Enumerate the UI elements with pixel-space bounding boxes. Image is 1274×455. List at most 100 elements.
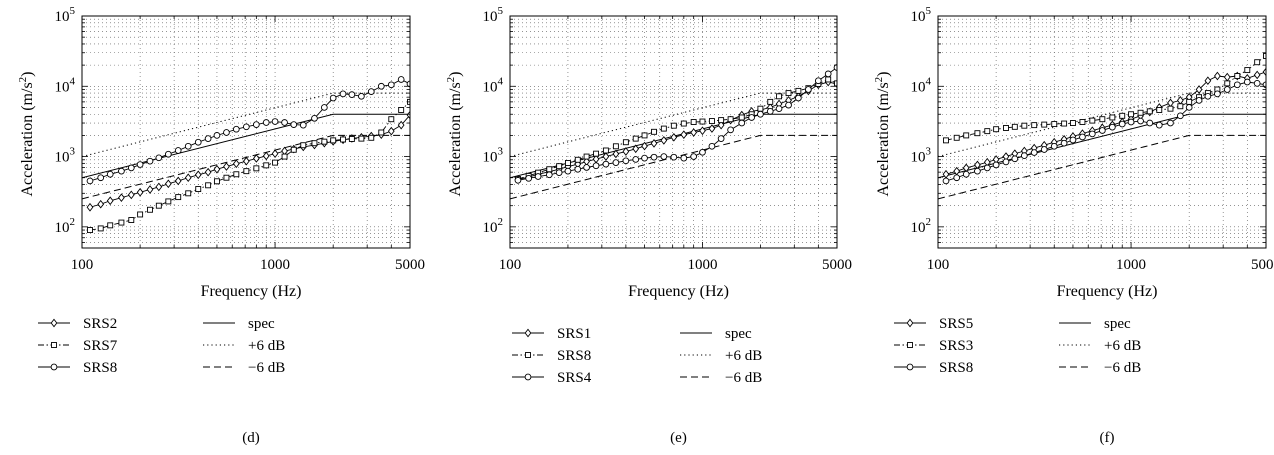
y-tick-base: 10 [911,220,926,236]
data-point [757,110,764,118]
plot-area [510,64,837,200]
y-axis-label: Acceleration (m/s2) [17,72,36,197]
y-tick-exp: 5 [70,5,76,17]
data-point [612,159,620,166]
legend-swatch-marker [524,373,532,381]
data-point [1167,119,1174,127]
legend-item: spec [203,316,275,332]
data-point [514,176,522,184]
series-line [945,55,1266,141]
data-point [534,173,542,180]
grid [938,16,1266,248]
y-tick-exp: 3 [498,146,504,158]
data-point [1185,104,1193,111]
data-point [699,126,706,136]
data-point [1262,67,1266,77]
data-point [281,119,288,126]
data-point [164,150,172,158]
legend-item: SRS1 [512,326,591,342]
data-point [299,121,307,129]
data-point [242,156,250,166]
data-point [641,141,648,151]
data-point [97,225,104,232]
data-point [943,137,949,144]
x-tick-label: 1000 [260,257,290,273]
data-point [106,170,114,178]
data-point [942,177,950,185]
legend-item: SRS8 [512,348,591,364]
data-point [155,202,162,209]
y-axis-label-main: Acceleration (m/s [447,82,464,196]
data-point [232,159,240,169]
series-line [89,101,410,231]
ticks [509,15,838,249]
data-point [232,125,240,133]
legend-item: −6 dB [680,370,762,386]
data-point [147,206,153,213]
data-point [348,91,356,99]
data-point [320,104,328,111]
data-point [670,132,678,142]
legend-label: +6 dB [248,338,285,354]
data-point [406,80,410,88]
data-point [1031,122,1038,129]
data-point [1020,152,1028,160]
series-line [82,134,410,200]
plot-area [938,53,1266,200]
data-point [387,126,395,136]
series-6db [82,134,410,200]
data-point [281,146,288,156]
data-point [204,135,212,142]
x-tick-label: 5000 [395,257,425,273]
legend-label: −6 dB [1104,360,1141,376]
data-point [641,132,648,139]
data-point [97,174,105,182]
legend: SRS5 SRS3 SRS8 spec +6 dB −6 dB [894,316,1141,376]
data-point [963,132,970,139]
data-point [195,186,202,192]
data-point [525,174,533,182]
series-line [517,67,837,181]
series-line [945,71,1266,175]
y-tick-base: 10 [55,79,70,95]
legend-swatch-marker [906,363,914,371]
data-point [583,164,590,171]
x-tick-label: 1000 [687,257,717,273]
panel-label: (f) [1100,430,1115,446]
data-point [155,182,163,192]
data-point [592,162,600,170]
data-point [330,137,337,144]
grid [510,16,837,248]
data-point [358,92,365,100]
data-point [727,116,734,123]
data-point [1204,92,1212,100]
data-point [953,134,960,141]
y-axis-label-main: Acceleration (m/s [875,82,892,196]
data-point [680,130,688,139]
data-point [680,120,687,127]
series-line [89,78,410,182]
data-point [397,76,405,83]
y-tick-exp: 4 [70,75,76,87]
y-axis-label: Acceleration (m/s2) [873,72,892,197]
y-tick-exp: 4 [926,75,932,87]
data-point [650,139,658,148]
data-point [632,144,640,154]
legend-label: SRS8 [557,348,591,364]
y-tick-label: 105 [911,5,932,25]
data-point [1253,80,1261,87]
data-point [602,152,610,161]
data-point [262,151,270,161]
legend: SRS1 SRS8 SRS4 spec +6 dB −6 dB [512,326,762,386]
data-point [127,190,135,200]
data-point [699,148,706,156]
data-point [1176,96,1184,105]
data-point [738,119,746,127]
legend-label: SRS8 [939,360,973,376]
data-point [1177,103,1184,110]
data-point [339,90,347,98]
data-point [107,222,114,229]
data-point [942,169,950,179]
data-point [272,159,279,166]
